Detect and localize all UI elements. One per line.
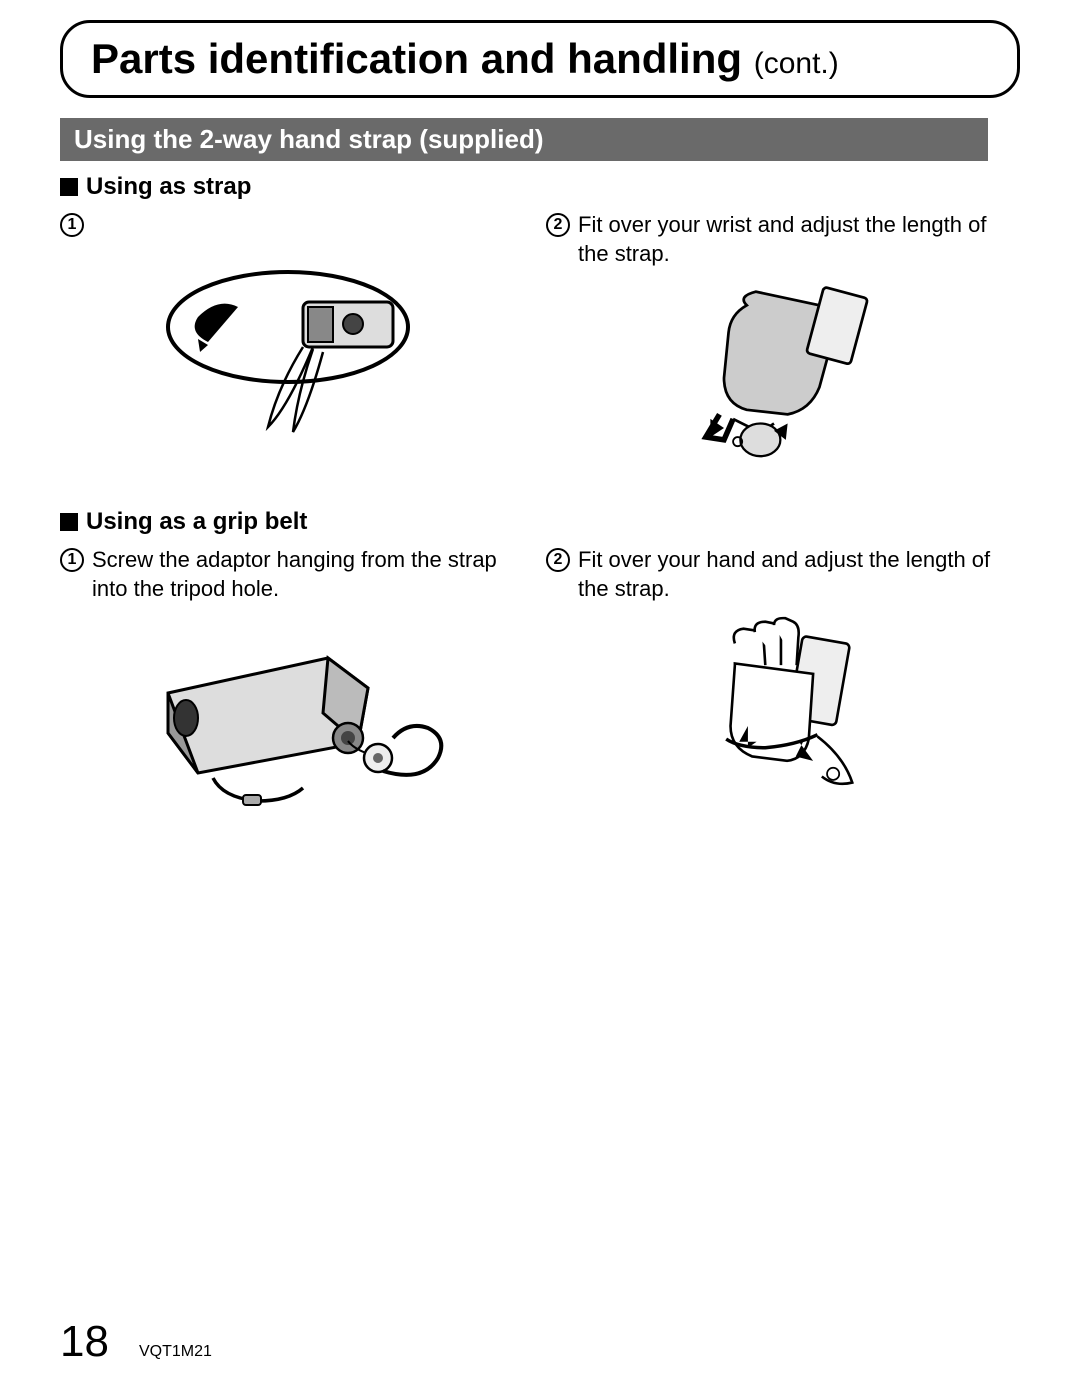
title-suffix: (cont.) [754,47,839,80]
subsection-grip-title: Using as a grip belt [60,508,1002,536]
step-number: 1 [60,548,84,572]
strap-col-2: 2 Fit over your wrist and adjust the len… [546,211,1002,478]
hand-grip-illustration [546,613,1002,813]
title-main: Parts identification and handling [91,35,742,82]
section-header: Using the 2-way hand strap (supplied) [60,118,988,161]
doc-code: VQT1M21 [139,1343,212,1361]
step-text: Fit over your wrist and adjust the lengt… [578,211,1002,268]
grip-col-2: 2 Fit over your hand and adjust the leng… [546,546,1002,813]
subsection-strap-title: Using as strap [60,173,1002,201]
tripod-hole-illustration [60,613,516,813]
camera-strap-attach-illustration [60,247,516,447]
strap-col-1: 1 [60,211,516,478]
step-number: 2 [546,548,570,572]
grip-col-1: 1 Screw the adaptor hanging from the str… [60,546,516,813]
subsection1-label: Using as strap [86,173,251,201]
grip-step-1: 1 Screw the adaptor hanging from the str… [60,546,516,603]
subsection2-label: Using as a grip belt [86,508,307,536]
wrist-strap-illustration [546,278,1002,478]
step-text: Screw the adaptor hanging from the strap… [92,546,516,603]
page-footer: 18 VQT1M21 [60,1317,212,1367]
step-text: Fit over your hand and adjust the length… [578,546,1002,603]
square-bullet-icon [60,513,78,531]
strap-step-1: 1 [60,211,516,237]
grip-row: 1 Screw the adaptor hanging from the str… [60,546,1002,813]
grip-step-2: 2 Fit over your hand and adjust the leng… [546,546,1002,603]
page-title: Parts identification and handling (cont.… [91,35,839,82]
strap-row: 1 2 Fit over your wrist and adjust the l [60,211,1002,478]
step-number: 2 [546,213,570,237]
square-bullet-icon [60,178,78,196]
step-number: 1 [60,213,84,237]
content-wrapper: Using the 2-way hand strap (supplied) Us… [60,118,1020,813]
strap-step-2: 2 Fit over your wrist and adjust the len… [546,211,1002,268]
page-number: 18 [60,1317,109,1367]
title-container: Parts identification and handling (cont.… [60,20,1020,98]
